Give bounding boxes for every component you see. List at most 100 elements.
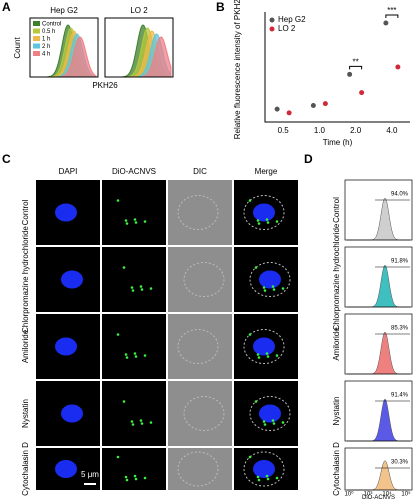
vesicle bbox=[133, 474, 137, 478]
cell-outline bbox=[177, 451, 219, 487]
point bbox=[274, 106, 280, 112]
nucleus bbox=[55, 203, 77, 222]
legend-label: 4 h bbox=[42, 52, 50, 58]
cell-outline bbox=[243, 195, 285, 230]
x-axis-label: DiO-ACNVS bbox=[362, 495, 395, 500]
micrograph bbox=[102, 247, 166, 312]
plot-frame bbox=[344, 447, 413, 491]
gate-label: 30.3% bbox=[391, 460, 409, 466]
cell-outline bbox=[249, 396, 291, 431]
vesicle bbox=[116, 455, 120, 459]
micrograph bbox=[168, 448, 232, 490]
point bbox=[347, 71, 353, 77]
gate-label: 94.0% bbox=[391, 192, 409, 198]
point bbox=[286, 110, 292, 116]
vesicle bbox=[139, 419, 143, 422]
plot-frame bbox=[344, 246, 413, 308]
vesicle bbox=[116, 199, 120, 202]
histogram bbox=[347, 331, 410, 375]
micrograph bbox=[102, 180, 166, 245]
y-axis-label: Count bbox=[13, 37, 22, 59]
vesicle bbox=[116, 333, 120, 336]
vesicle bbox=[272, 288, 276, 291]
legend-swatch bbox=[33, 21, 40, 26]
vesicle bbox=[257, 222, 261, 225]
column-header: DIC bbox=[193, 167, 207, 176]
panel-label: B bbox=[216, 0, 225, 14]
row-label: Control bbox=[332, 197, 341, 223]
x-tick-label: 10³ bbox=[364, 492, 373, 498]
vesicle bbox=[265, 474, 269, 478]
cell-outline bbox=[243, 451, 285, 487]
vesicle bbox=[248, 333, 252, 336]
vesicle bbox=[131, 289, 135, 292]
vesicle bbox=[257, 356, 261, 359]
plot-frame bbox=[344, 380, 413, 442]
row-label: Cytochalasin D bbox=[21, 442, 30, 496]
vesicle bbox=[124, 475, 128, 479]
plot-frame bbox=[104, 17, 174, 78]
cell-outline bbox=[177, 329, 219, 364]
axes bbox=[264, 12, 410, 123]
micrograph bbox=[168, 381, 232, 446]
vesicle bbox=[124, 219, 128, 222]
vesicle bbox=[275, 476, 279, 480]
vesicle bbox=[134, 477, 138, 481]
legend-marker bbox=[269, 17, 275, 23]
micrograph bbox=[102, 314, 166, 379]
vesicle bbox=[124, 353, 128, 356]
vesicle bbox=[281, 287, 285, 290]
vesicle bbox=[122, 400, 126, 403]
point bbox=[395, 64, 401, 70]
plot-frame bbox=[344, 179, 413, 241]
significance-bracket bbox=[385, 14, 399, 18]
vesicle bbox=[143, 476, 147, 480]
x-axis-label: PKH26 bbox=[92, 81, 118, 90]
vesicle bbox=[266, 477, 270, 481]
vesicle bbox=[254, 400, 258, 403]
cell-outline bbox=[183, 396, 225, 431]
micrograph bbox=[168, 247, 232, 312]
row-label: Cytochalasin D bbox=[332, 442, 341, 496]
vesicle bbox=[122, 266, 126, 269]
vesicle bbox=[281, 421, 285, 424]
column-header: DiO-ACNVS bbox=[112, 167, 156, 176]
vesicle bbox=[248, 455, 252, 459]
vesicle bbox=[130, 286, 134, 289]
legend-label: Control bbox=[42, 22, 61, 28]
vesicle bbox=[125, 478, 129, 482]
cell-outline bbox=[249, 262, 291, 297]
panel-label: C bbox=[2, 152, 11, 166]
cell-outline bbox=[183, 262, 225, 297]
histogram bbox=[347, 264, 410, 308]
vesicle bbox=[143, 220, 147, 223]
column-header: DAPI bbox=[59, 167, 78, 176]
legend-label: LO 2 bbox=[278, 24, 296, 33]
vesicle bbox=[140, 288, 144, 291]
vesicle bbox=[134, 355, 138, 358]
legend-swatch bbox=[33, 28, 40, 34]
vesicle bbox=[262, 420, 266, 423]
vesicle bbox=[275, 220, 279, 223]
nucleus bbox=[253, 203, 275, 222]
row-label: Amiloride bbox=[21, 329, 30, 363]
vesicle bbox=[256, 219, 260, 222]
row-label: Nystatin bbox=[21, 399, 30, 428]
vesicle bbox=[133, 352, 137, 355]
x-axis-label: Time (h) bbox=[323, 138, 353, 147]
legend-label: Hep G2 bbox=[278, 15, 306, 24]
vesicle bbox=[131, 423, 135, 426]
legend-swatch bbox=[33, 43, 40, 49]
vesicle bbox=[149, 421, 153, 424]
legend-swatch bbox=[33, 36, 40, 41]
legend-label: 1 h bbox=[42, 37, 50, 43]
point bbox=[383, 20, 389, 26]
micrograph bbox=[102, 448, 166, 490]
point bbox=[310, 103, 316, 108]
vesicle bbox=[271, 285, 275, 288]
vesicle bbox=[134, 221, 138, 224]
vesicle bbox=[139, 285, 143, 288]
nucleus bbox=[253, 460, 275, 478]
legend-swatch bbox=[33, 51, 40, 56]
